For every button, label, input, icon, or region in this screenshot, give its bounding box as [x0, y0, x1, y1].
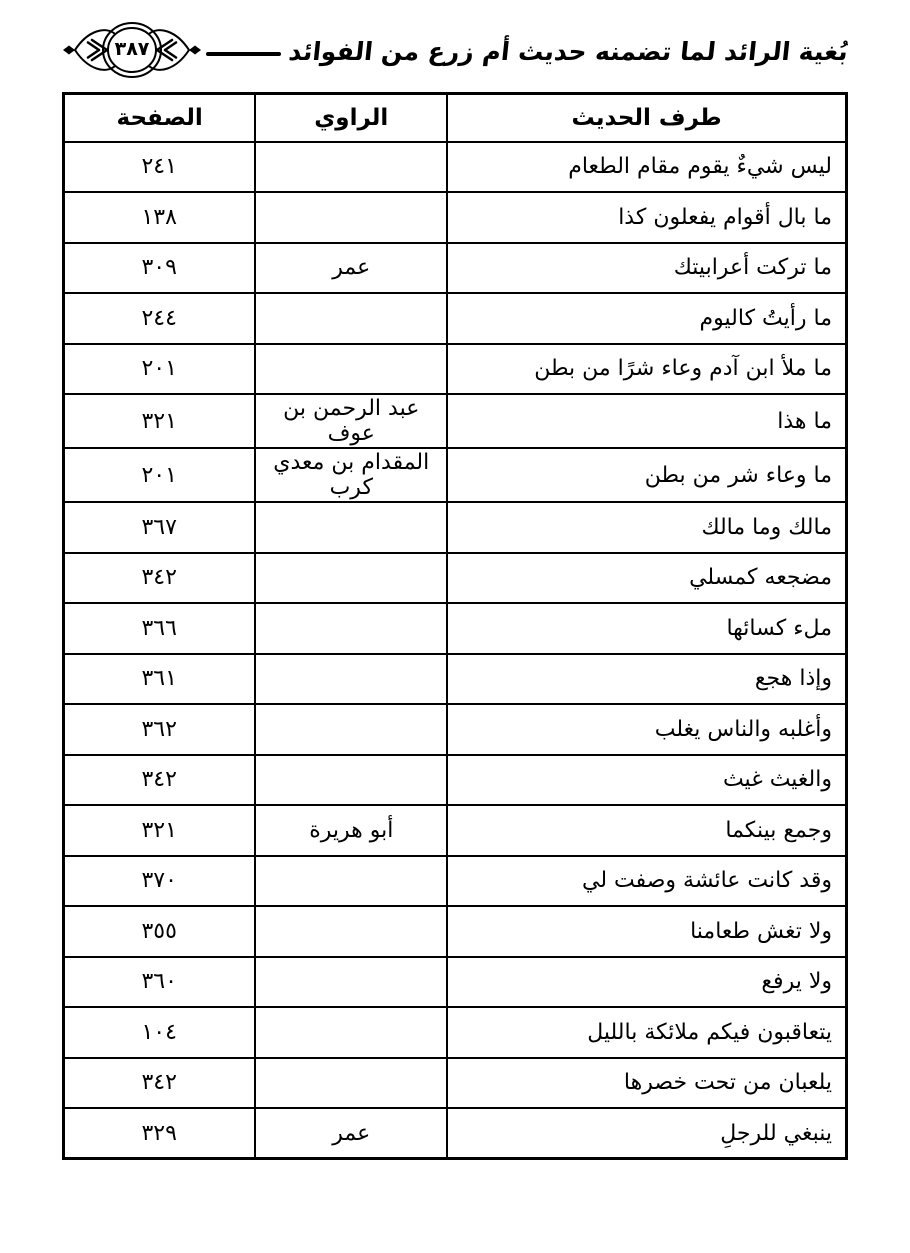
table-body: ليس شيءٌ يقوم مقام الطعام ٢٤١ ما بال أقو… [62, 140, 848, 1160]
hadith-text: ملء كسائها [446, 602, 848, 655]
table-row: وجمع بينكما أبو هريرة ٣٢١ [62, 804, 848, 857]
table-row: ما رأيتُ كاليوم ٢٤٤ [62, 292, 848, 345]
narrator-name [254, 905, 449, 958]
narrator-name [254, 753, 449, 806]
header-rule [206, 52, 281, 56]
book-title: بُغية الرائد لما تضمنه حديث أم زرع من ال… [287, 36, 850, 66]
hadith-text: ما رأيتُ كاليوم [446, 292, 848, 345]
table-row: ملء كسائها ٣٦٦ [62, 602, 848, 655]
hadith-text: يتعاقبون فيكم ملائكة بالليل [446, 1006, 848, 1059]
table-row: مالك وما مالك ٣٦٧ [62, 501, 848, 554]
ornament-icon [63, 22, 201, 78]
table-row: ولا يرفع ٣٦٠ [62, 955, 848, 1008]
page-reference: ١٠٤ [62, 1006, 257, 1059]
page-reference: ٣٢٩ [62, 1107, 257, 1160]
page-reference: ٣٠٩ [62, 241, 257, 294]
table-row: ما وعاء شر من بطن المقدام بن معدي كرب ٢٠… [62, 447, 848, 503]
hadith-text: ينبغي للرجلِ [446, 1107, 848, 1160]
table-header-row: طرف الحديث الراوي الصفحة [62, 92, 848, 143]
page-reference: ٣٢١ [62, 393, 257, 449]
page-reference: ٣٦٦ [62, 602, 257, 655]
narrator-name: عبد الرحمن بن عوف [254, 393, 449, 449]
hadith-text: والغيث غيث [446, 753, 848, 806]
hadith-text: وجمع بينكما [446, 804, 848, 857]
table-row: ما بال أقوام يفعلون كذا ١٣٨ [62, 191, 848, 244]
narrator-name [254, 703, 449, 756]
hadith-text: ولا يرفع [446, 955, 848, 1008]
narrator-name [254, 292, 449, 345]
page-reference: ٢٠١ [62, 342, 257, 395]
table-row: وأغلبه والناس يغلب ٣٦٢ [62, 703, 848, 756]
page-reference: ٣٦٢ [62, 703, 257, 756]
page-reference: ٣٤٢ [62, 753, 257, 806]
page-reference: ٣٧٠ [62, 854, 257, 907]
column-header-page: الصفحة [62, 92, 257, 143]
hadith-text: وأغلبه والناس يغلب [446, 703, 848, 756]
hadith-text: ما وعاء شر من بطن [446, 447, 848, 503]
table-row: وإذا هجع ٣٦١ [62, 652, 848, 705]
hadith-text: وإذا هجع [446, 652, 848, 705]
table-row: ما ملأ ابن آدم وعاء شرًا من بطن ٢٠١ [62, 342, 848, 395]
page-header: بُغية الرائد لما تضمنه حديث أم زرع من ال… [62, 16, 850, 82]
narrator-name [254, 551, 449, 604]
table-row: ولا تغش طعامنا ٣٥٥ [62, 905, 848, 958]
narrator-name [254, 140, 449, 193]
hadith-text: ما تركت أعرابيتك [446, 241, 848, 294]
table-row: ما تركت أعرابيتك عمر ٣٠٩ [62, 241, 848, 294]
narrator-name [254, 955, 449, 1008]
table-row: ينبغي للرجلِ عمر ٣٢٩ [62, 1107, 848, 1160]
narrator-name [254, 1006, 449, 1059]
narrator-name [254, 1056, 449, 1109]
table-row: يتعاقبون فيكم ملائكة بالليل ١٠٤ [62, 1006, 848, 1059]
column-header-narrator: الراوي [254, 92, 449, 143]
page-reference: ١٣٨ [62, 191, 257, 244]
page-reference: ٣٦٠ [62, 955, 257, 1008]
hadith-text: ليس شيءٌ يقوم مقام الطعام [446, 140, 848, 193]
page-reference: ٢٤١ [62, 140, 257, 193]
page-reference: ٣٢١ [62, 804, 257, 857]
hadith-text: ما بال أقوام يفعلون كذا [446, 191, 848, 244]
hadith-text: مالك وما مالك [446, 501, 848, 554]
table-row: يلعبان من تحت خصرها ٣٤٢ [62, 1056, 848, 1109]
narrator-name [254, 191, 449, 244]
column-header-hadith: طرف الحديث [446, 92, 848, 143]
table-row: وقد كانت عائشة وصفت لي ٣٧٠ [62, 854, 848, 907]
page-reference: ٣٤٢ [62, 551, 257, 604]
page-number-ornament: ٣٨٧ [62, 19, 202, 81]
hadith-index-table: طرف الحديث الراوي الصفحة ليس شيءٌ يقوم م… [62, 92, 848, 1160]
narrator-name [254, 501, 449, 554]
narrator-name: عمر [254, 1107, 449, 1160]
hadith-text: ولا تغش طعامنا [446, 905, 848, 958]
hadith-text: ما ملأ ابن آدم وعاء شرًا من بطن [446, 342, 848, 395]
narrator-name [254, 342, 449, 395]
page-reference: ٣٤٢ [62, 1056, 257, 1109]
hadith-text: يلعبان من تحت خصرها [446, 1056, 848, 1109]
narrator-name [254, 854, 449, 907]
narrator-name [254, 652, 449, 705]
narrator-name: المقدام بن معدي كرب [254, 447, 449, 503]
page-reference: ٣٦١ [62, 652, 257, 705]
page-reference: ٣٥٥ [62, 905, 257, 958]
table-row: والغيث غيث ٣٤٢ [62, 753, 848, 806]
page-reference: ٣٦٧ [62, 501, 257, 554]
narrator-name: عمر [254, 241, 449, 294]
hadith-text: مضجعه كمسلي [446, 551, 848, 604]
page-reference: ٢٤٤ [62, 292, 257, 345]
page-reference: ٢٠١ [62, 447, 257, 503]
hadith-text: وقد كانت عائشة وصفت لي [446, 854, 848, 907]
narrator-name: أبو هريرة [254, 804, 449, 857]
page-number: ٣٨٧ [114, 38, 150, 61]
table-row: ليس شيءٌ يقوم مقام الطعام ٢٤١ [62, 140, 848, 193]
hadith-text: ما هذا [446, 393, 848, 449]
table-row: ما هذا عبد الرحمن بن عوف ٣٢١ [62, 393, 848, 449]
narrator-name [254, 602, 449, 655]
table-row: مضجعه كمسلي ٣٤٢ [62, 551, 848, 604]
